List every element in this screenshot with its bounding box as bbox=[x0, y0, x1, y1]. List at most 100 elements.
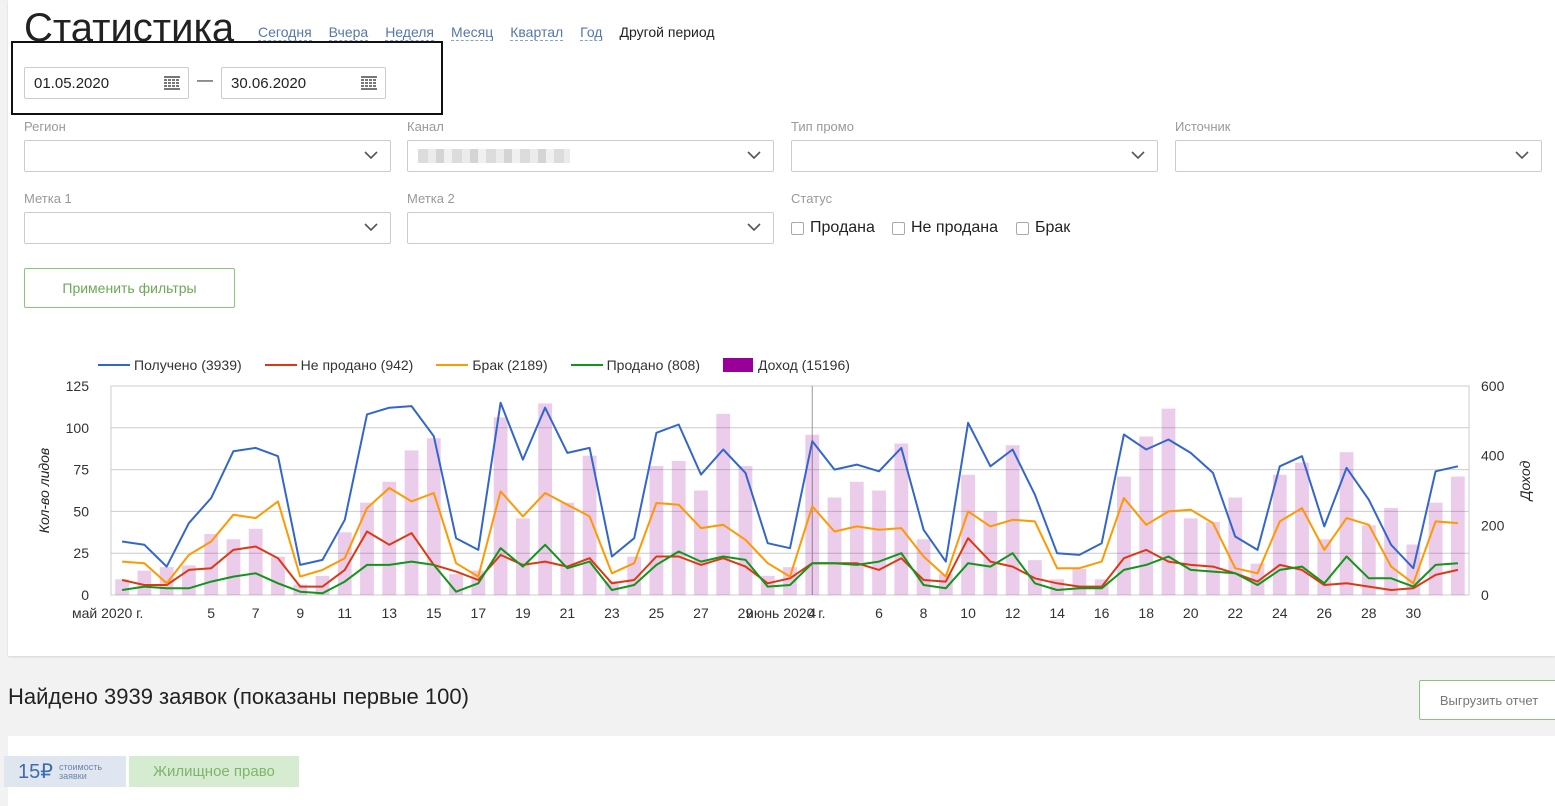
x-tick-label: 23 bbox=[604, 605, 620, 621]
period-quarter[interactable]: Квартал bbox=[510, 24, 564, 41]
x-tick-label: 8 bbox=[920, 605, 928, 621]
tag2-label: Метка 2 bbox=[407, 191, 455, 206]
y2-tick-label: 400 bbox=[1481, 448, 1505, 464]
checkbox-box[interactable] bbox=[791, 221, 804, 235]
x-tick-label: 13 bbox=[381, 605, 397, 621]
revenue-bar bbox=[961, 474, 975, 595]
status-sold-label: Продана bbox=[810, 219, 875, 236]
revenue-bar bbox=[426, 438, 441, 595]
chevron-down-icon bbox=[1515, 151, 1529, 160]
y2-tick-label: 200 bbox=[1481, 517, 1505, 533]
source-select[interactable] bbox=[1175, 140, 1542, 172]
x-tick-label: 14 bbox=[1049, 605, 1065, 621]
legend-line bbox=[264, 364, 297, 366]
revenue-bar bbox=[226, 539, 241, 595]
status-defect-checkbox[interactable]: Брак bbox=[1016, 219, 1070, 237]
lead-category-tag[interactable]: Жилищное право bbox=[129, 756, 299, 787]
x-tick-label: 28 bbox=[1361, 605, 1377, 621]
status-sold-checkbox[interactable]: Продана bbox=[791, 219, 875, 237]
tag2-select[interactable] bbox=[407, 212, 774, 244]
revenue-bar bbox=[337, 532, 352, 595]
lead-price-badge: 15₽ стоимость заявки bbox=[4, 756, 126, 787]
statistics-chart: 0 25 50 75 100 125 0 200 400 600 май 2020 г. 5 7 9 11 1… bbox=[36, 378, 1533, 621]
revenue-bar bbox=[805, 434, 820, 595]
revenue-bar bbox=[827, 497, 842, 595]
period-custom[interactable]: Другой период bbox=[619, 24, 715, 40]
revenue-bar bbox=[716, 413, 731, 595]
chevron-down-icon bbox=[747, 151, 761, 160]
period-yesterday[interactable]: Вчера bbox=[328, 24, 369, 41]
period-selector: Сегодня Вчера Неделя Месяц Квартал Год Д… bbox=[258, 24, 732, 41]
date-to-input[interactable]: 30.06.2020 bbox=[221, 67, 386, 99]
revenue-bar bbox=[1161, 408, 1176, 595]
promo-type-select[interactable] bbox=[791, 140, 1158, 172]
checkbox-box[interactable] bbox=[892, 221, 905, 235]
revenue-bar bbox=[1317, 539, 1332, 595]
tag1-select[interactable] bbox=[24, 212, 391, 244]
x-tick-label: 29 bbox=[738, 605, 754, 621]
x-tick-label: 15 bbox=[426, 605, 442, 621]
revenue-bar bbox=[872, 490, 886, 595]
legend-label: Доход (15196) bbox=[757, 357, 850, 373]
x-tick-label: 22 bbox=[1227, 605, 1243, 621]
lead-price-caption: стоимость заявки bbox=[58, 761, 103, 781]
x-tick-label: 24 bbox=[1272, 605, 1288, 621]
revenue-bar bbox=[1384, 507, 1398, 595]
status-defect-label: Брак bbox=[1035, 219, 1071, 236]
x-tick-label: май 2020 г. bbox=[72, 605, 143, 621]
x-tick-label: 20 bbox=[1183, 605, 1199, 621]
results-count: Найдено 3939 заявок (показаны первые 100… bbox=[8, 684, 469, 709]
apply-filters-button[interactable]: Применить фильтры bbox=[24, 268, 235, 308]
legend-label: Получено (3939) bbox=[134, 357, 242, 373]
series-line bbox=[121, 401, 1459, 570]
legend-item-received[interactable]: Получено (3939) bbox=[98, 357, 242, 373]
period-week[interactable]: Неделя bbox=[385, 24, 435, 41]
x-tick-label: 12 bbox=[1005, 605, 1021, 621]
lead-price-caption-1: стоимость bbox=[58, 761, 103, 772]
revenue-bar bbox=[293, 584, 308, 595]
channel-value-redacted bbox=[418, 149, 570, 163]
region-select[interactable] bbox=[24, 140, 391, 172]
legend-item-not-sold[interactable]: Не продано (942) bbox=[264, 357, 413, 373]
date-range-highlight bbox=[11, 41, 443, 115]
revenue-bar bbox=[694, 490, 708, 595]
revenue-bar bbox=[1139, 436, 1154, 595]
period-today[interactable]: Сегодня bbox=[258, 24, 312, 41]
y-tick-label: 125 bbox=[66, 378, 90, 394]
export-report-button[interactable]: Выгрузить отчет bbox=[1419, 680, 1555, 720]
revenue-bar bbox=[248, 528, 263, 595]
status-label: Статус bbox=[791, 191, 833, 206]
x-tick-label: 11 bbox=[337, 605, 352, 621]
x-tick-label: 10 bbox=[960, 605, 976, 621]
period-year[interactable]: Год bbox=[580, 24, 603, 41]
revenue-bar bbox=[849, 481, 864, 595]
revenue-bar bbox=[1228, 497, 1243, 595]
revenue-bar bbox=[1072, 568, 1087, 595]
revenue-bar bbox=[1428, 502, 1443, 595]
calendar-icon[interactable] bbox=[164, 76, 180, 90]
channel-label: Канал bbox=[407, 119, 444, 134]
revenue-bar bbox=[271, 556, 285, 595]
legend-label: Брак (2189) bbox=[472, 357, 548, 373]
revenue-bar bbox=[360, 502, 374, 595]
channel-select[interactable] bbox=[407, 140, 774, 172]
checkbox-box[interactable] bbox=[1016, 221, 1029, 235]
series-line bbox=[122, 487, 1458, 585]
revenue-bar bbox=[1206, 521, 1220, 595]
date-from-input[interactable]: 01.05.2020 bbox=[24, 67, 189, 99]
chevron-down-icon bbox=[364, 223, 378, 232]
revenue-bar bbox=[204, 534, 219, 595]
calendar-icon[interactable] bbox=[361, 76, 377, 90]
legend-item-revenue[interactable]: Доход (15196) bbox=[722, 357, 850, 373]
date-to-value: 30.06.2020 bbox=[231, 75, 307, 92]
revenue-bar bbox=[938, 574, 953, 595]
status-unsold-checkbox[interactable]: Не продана bbox=[892, 219, 998, 237]
revenue-bar bbox=[115, 579, 130, 595]
x-tick-label: 18 bbox=[1138, 605, 1154, 621]
revenue-bar bbox=[382, 481, 397, 595]
period-month[interactable]: Месяц bbox=[451, 24, 494, 41]
y-tick-label: 0 bbox=[81, 587, 89, 603]
legend-label: Продано (808) bbox=[606, 357, 700, 373]
legend-item-defect[interactable]: Брак (2189) bbox=[436, 357, 548, 373]
legend-item-sold[interactable]: Продано (808) bbox=[570, 357, 700, 373]
